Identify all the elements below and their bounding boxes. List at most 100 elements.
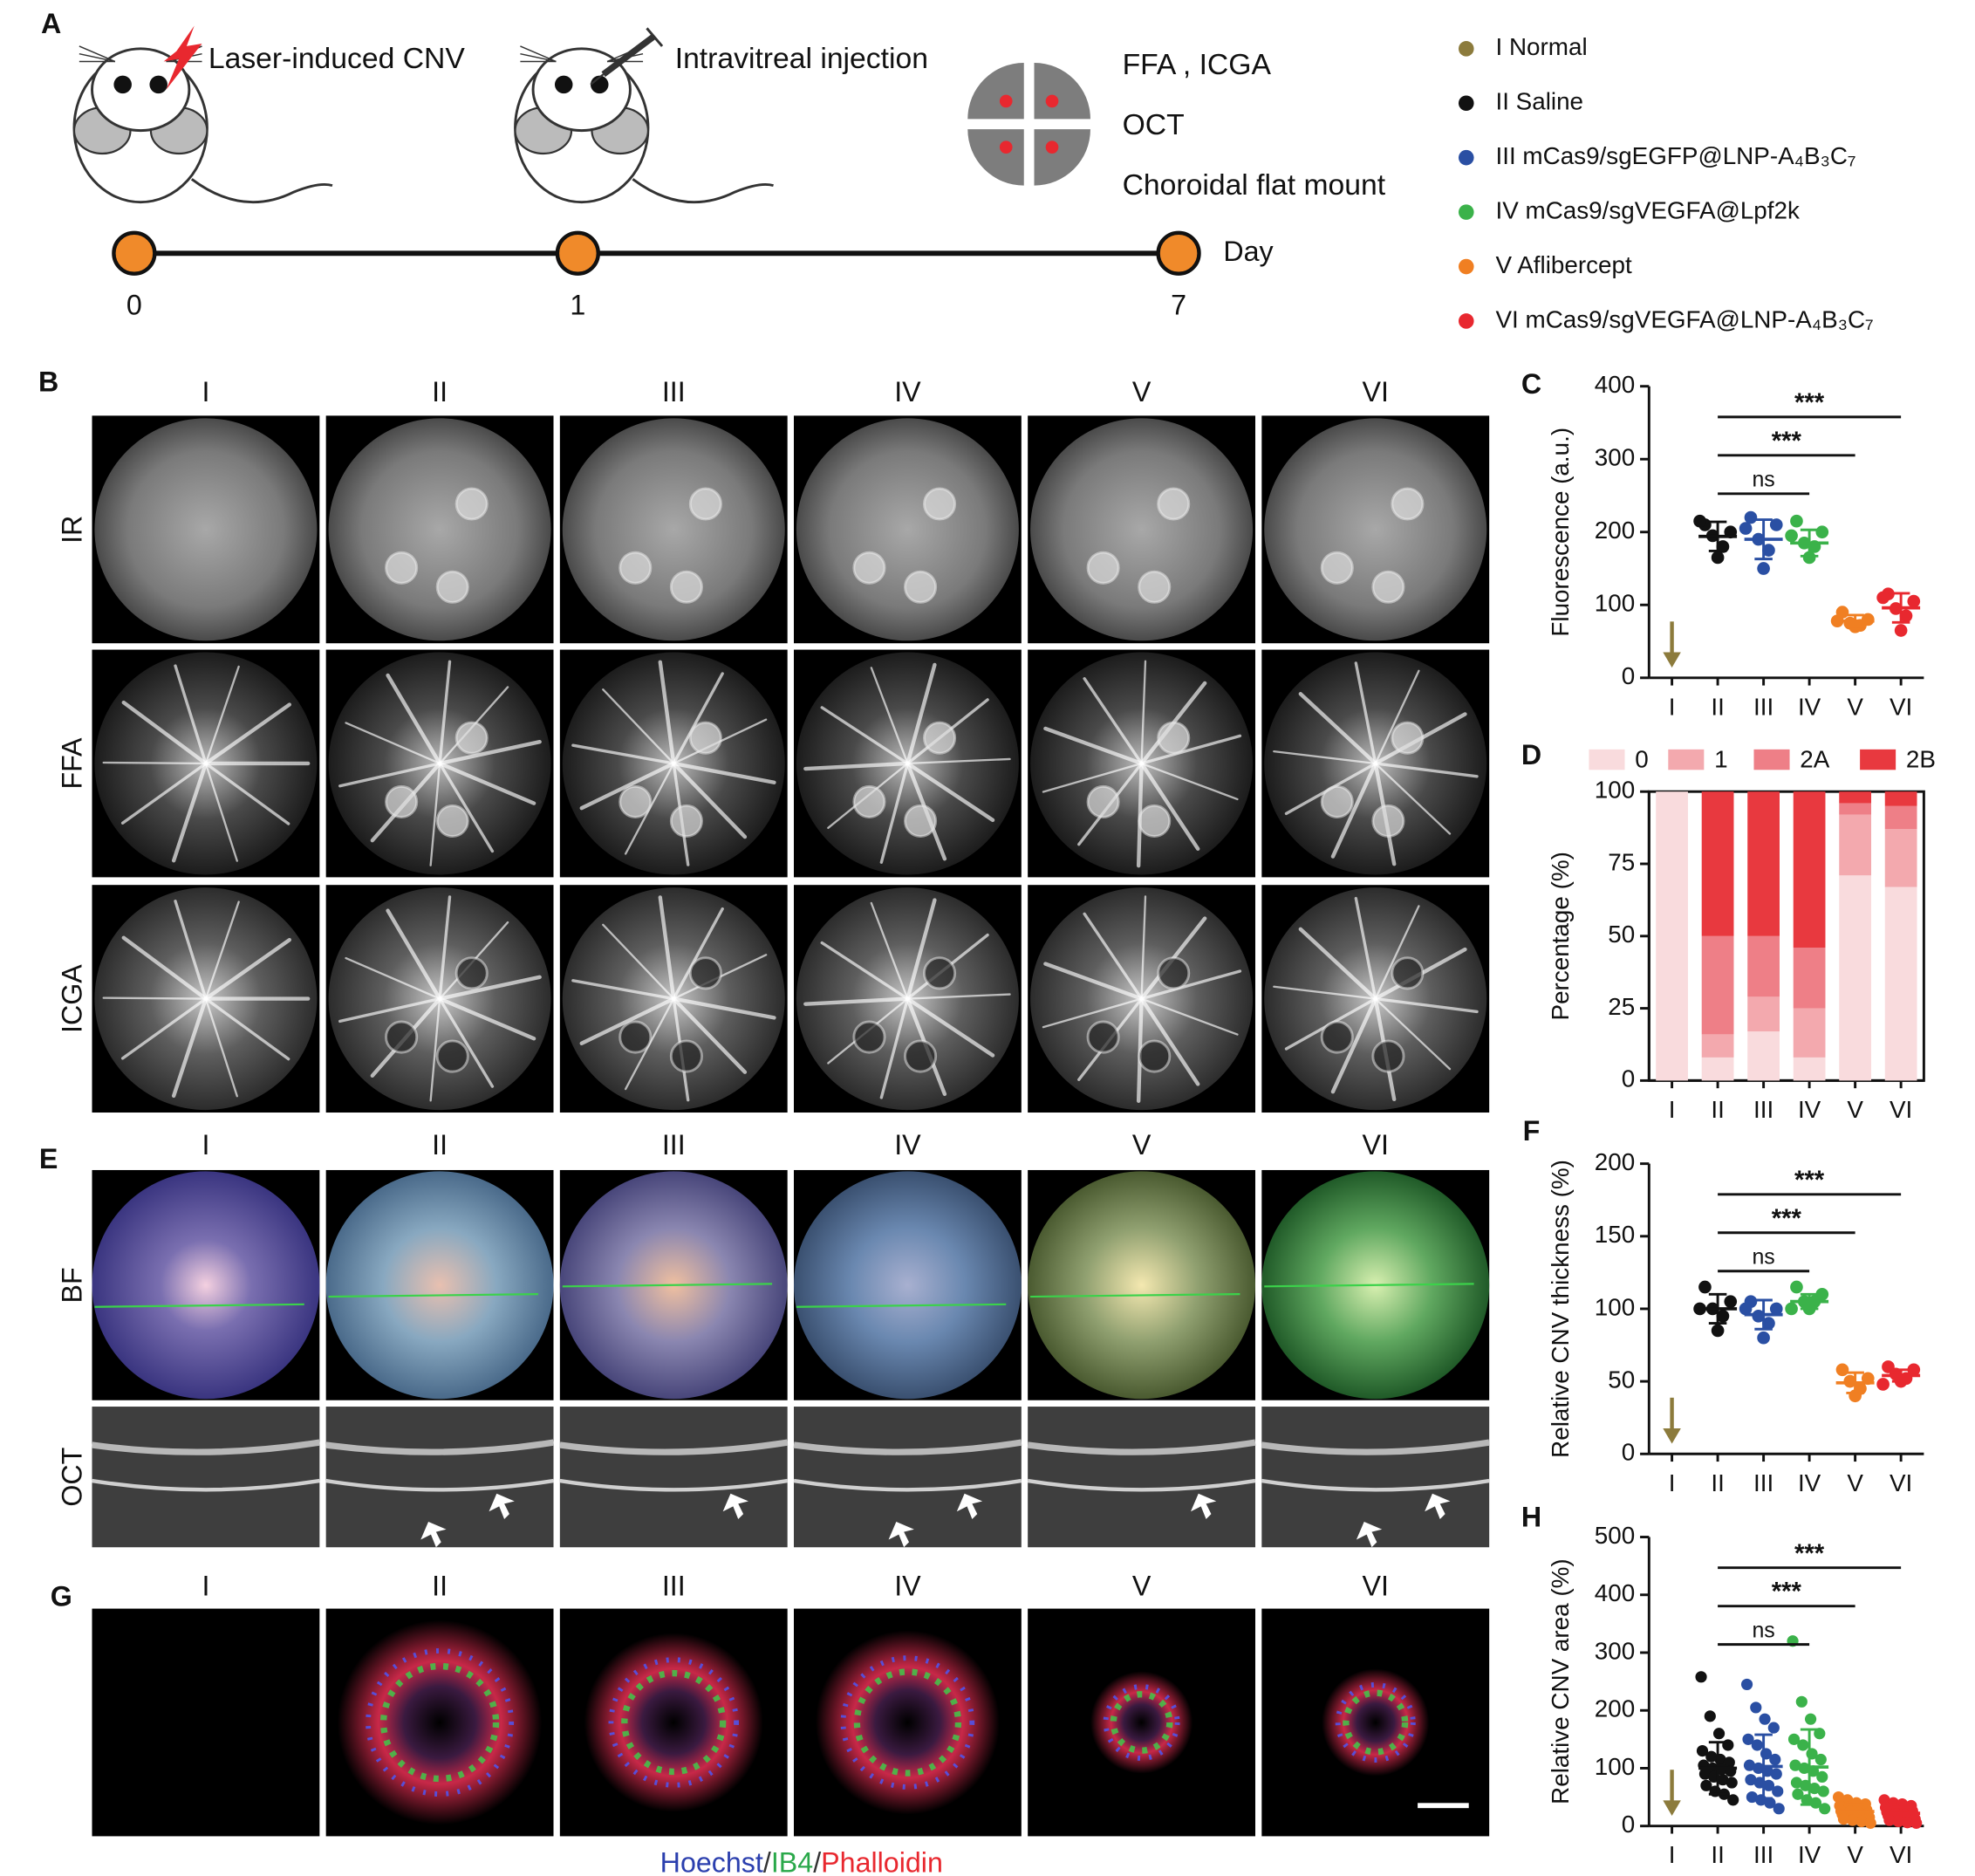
data-point (1757, 562, 1770, 575)
data-point (1910, 1817, 1923, 1829)
panel-label: H (1521, 1502, 1541, 1533)
legend-label: IV mCas9/sgVEGFA@Lpf2k (1495, 196, 1799, 223)
vessel (429, 762, 441, 866)
laser-spot (999, 140, 1013, 154)
vessel (1374, 997, 1452, 1071)
vessel (171, 761, 208, 863)
panel-label: C (1521, 368, 1541, 400)
x-tick-label: VI (1890, 1841, 1912, 1868)
no-data-arrowhead (1663, 652, 1681, 668)
ib4-stain (853, 1668, 962, 1777)
y-tick-label: 0 (1622, 1811, 1635, 1838)
lesion (454, 956, 489, 990)
legend-label: I Normal (1495, 33, 1587, 60)
ib4-stain (621, 1669, 727, 1776)
bf-image (1028, 1171, 1255, 1400)
retina-layer (92, 1439, 320, 1455)
data-point (1724, 1295, 1738, 1308)
significance-label: ns (1752, 468, 1774, 492)
vessel (602, 923, 675, 1000)
data-point (1727, 1794, 1739, 1806)
data-point (1705, 1750, 1718, 1763)
mouse-tail (190, 178, 333, 204)
y-tick-label: 25 (1608, 993, 1635, 1020)
legend-marker (1458, 149, 1474, 166)
vessel (338, 996, 441, 1024)
bar-segment (1793, 1008, 1826, 1058)
y-tick-label: 400 (1595, 1579, 1635, 1606)
vessel (1042, 762, 1143, 793)
data-point (1787, 1733, 1801, 1745)
y-axis-label: Fluorescence (a.u.) (1547, 428, 1574, 637)
legend-marker (1458, 313, 1474, 329)
retina-layer (325, 1439, 555, 1455)
x-tick-label: VI (1890, 1469, 1912, 1496)
vessel (906, 757, 1011, 765)
data-point (1876, 1378, 1890, 1391)
day-label: 7 (1171, 289, 1186, 320)
fundus-image (562, 418, 785, 641)
data-point (1814, 1753, 1827, 1766)
column-label: VI (1363, 376, 1389, 407)
x-tick-label: I (1669, 1469, 1676, 1496)
vessel (820, 706, 910, 765)
row-label: FFA (57, 737, 88, 790)
column-label: VI (1363, 1129, 1389, 1161)
data-point (1712, 1728, 1726, 1740)
legend-label: II Saline (1495, 88, 1583, 115)
bar-segment (1701, 791, 1734, 936)
vessel (803, 761, 910, 771)
vessel (437, 739, 542, 766)
data-point (1704, 1710, 1716, 1722)
y-tick-label: 75 (1608, 848, 1635, 875)
vessel (203, 937, 291, 1001)
laser-spot (1045, 140, 1059, 154)
oct-image (1028, 1407, 1255, 1548)
bar-segment (1884, 791, 1917, 806)
vessel (386, 673, 442, 766)
bf-image (325, 1171, 554, 1400)
vessel (579, 761, 676, 811)
data-point (1698, 1768, 1712, 1780)
vessel (120, 996, 208, 1060)
vessel (1374, 669, 1420, 765)
data-point (1837, 1813, 1850, 1825)
eye-quadrant (1034, 129, 1090, 186)
vessel (672, 761, 776, 784)
legend-label: III mCas9/sgEGFP@LNP-A₄B₃C₇ (1495, 142, 1855, 169)
lesion (904, 570, 938, 604)
y-tick-label: 50 (1608, 1366, 1635, 1393)
oct-image (92, 1407, 320, 1548)
retina-layer (1261, 1478, 1490, 1492)
lesion (435, 570, 469, 604)
oct-arrow (722, 1493, 748, 1520)
row-label: BF (57, 1267, 88, 1303)
column-label: V (1132, 1129, 1152, 1161)
data-point (1899, 609, 1913, 623)
hoechst-stain (366, 1648, 515, 1797)
ib4-stain (1343, 1689, 1409, 1756)
x-tick-label: IV (1798, 1469, 1821, 1496)
stain-name: Hoechst (660, 1846, 763, 1876)
day-label: 1 (570, 289, 585, 320)
column-label: I (202, 1129, 209, 1161)
vessel (1354, 896, 1377, 1001)
bar-segment (1747, 935, 1780, 997)
lesion (618, 551, 653, 585)
vessel (174, 900, 208, 1001)
column-label: IV (894, 1129, 921, 1161)
legend-label: V Aflibercept (1495, 251, 1632, 278)
fundus-image (1264, 418, 1487, 641)
y-axis-label: Percentage (%) (1547, 852, 1574, 1020)
fundus-image (1030, 418, 1254, 641)
lesion (852, 551, 886, 585)
timeline-node (1156, 230, 1201, 276)
column-label: V (1132, 376, 1152, 407)
x-tick-label: III (1753, 1841, 1773, 1868)
oct-arrow (888, 1521, 914, 1548)
column-label: I (202, 376, 209, 407)
data-point (1751, 1739, 1763, 1751)
vessel (820, 941, 910, 1001)
vessel (1273, 750, 1377, 765)
ib4-stain (379, 1662, 500, 1783)
